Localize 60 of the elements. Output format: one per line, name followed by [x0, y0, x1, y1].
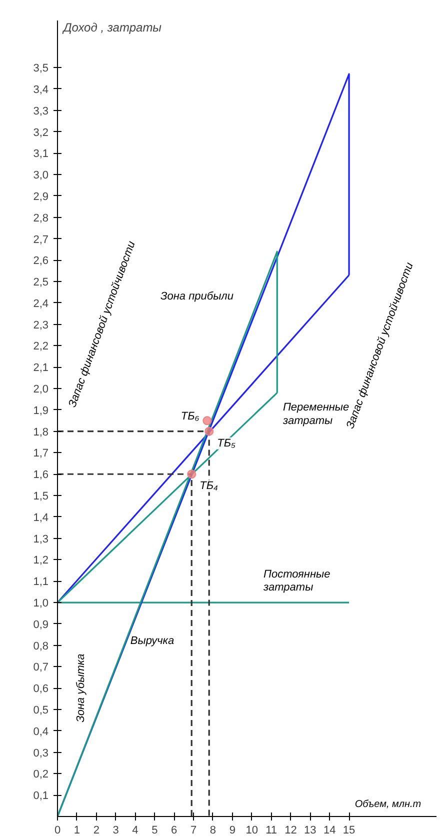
x-tick-label: 9: [229, 824, 236, 836]
y-tick-label: 2,0: [33, 384, 49, 396]
y-tick-label: 1,4: [33, 512, 49, 524]
x-tick-label: 13: [304, 824, 316, 836]
x-tick-label: 8: [210, 824, 216, 836]
y-tick-label: 0,7: [33, 662, 49, 674]
annotation: Зона прибыли: [160, 290, 234, 303]
y-tick-label: 1,6: [33, 469, 49, 482]
y-tick-label: 0,3: [33, 747, 49, 760]
y-tick-label: 2,5: [33, 276, 49, 289]
y-tick-label: 2,2: [33, 340, 49, 353]
y-tick-label: 1,3: [33, 533, 49, 546]
y-axis-title: Доход , затраты: [61, 20, 162, 34]
y-tick-label: 2,6: [33, 255, 49, 268]
y-tick-label: 3,4: [33, 84, 49, 96]
y-tick-label: 3,1: [33, 148, 49, 160]
x-tick-label: 12: [284, 824, 297, 836]
x-tick-label: 14: [323, 824, 336, 836]
y-tick-label: 1,8: [33, 426, 49, 438]
y-tick-label: 2,7: [33, 234, 49, 246]
annotation: Постоянные затраты: [262, 568, 330, 594]
x-tick-label: 5: [152, 824, 158, 836]
annotation: Зона убытка: [74, 654, 87, 722]
x-tick-label: 0: [54, 824, 61, 836]
y-tick-label: 2,9: [33, 190, 49, 203]
y-tick-label: 3,0: [33, 170, 49, 182]
x-tick-label: 7: [190, 824, 197, 836]
y-tick-label: 3,3: [33, 105, 49, 118]
x-tick-label: 2: [93, 824, 100, 836]
y-tick-label: 3,5: [33, 62, 49, 75]
y-tick-label: 0,9: [33, 618, 49, 631]
y-tick-label: 0,4: [33, 726, 49, 738]
y-tick-label: 1,7: [33, 448, 49, 460]
y-tick-label: 2,3: [33, 319, 49, 332]
x-tick-label: 3: [112, 824, 119, 836]
x-tick-label: 10: [246, 824, 258, 836]
series-label: ТБ₄: [200, 480, 218, 492]
y-tick-label: 0,2: [33, 768, 49, 781]
y-tick-label: 0,6: [33, 683, 49, 696]
y-tick-label: 2,8: [33, 212, 49, 224]
x-tick-label: 1: [74, 824, 80, 836]
x-tick-label: 4: [132, 824, 138, 836]
x-tick-label: 15: [342, 824, 356, 836]
y-tick-label: 1,2: [33, 554, 49, 567]
x-tick-label: 6: [171, 824, 178, 836]
annotation: Выручка: [130, 635, 174, 648]
y-tick-label: 0,1: [33, 790, 49, 802]
series-label: ТБ₅: [217, 437, 236, 450]
y-tick-label: 1,5: [33, 490, 49, 503]
y-tick-label: 0,8: [33, 640, 49, 652]
y-tick-label: 2,1: [33, 362, 49, 374]
x-axis-title: Объем, млн.т: [354, 799, 422, 810]
y-tick-label: 3,2: [33, 126, 49, 139]
y-tick-label: 0,5: [33, 704, 49, 717]
y-tick-label: 2,4: [33, 298, 49, 310]
y-tick-label: 1,0: [33, 598, 49, 610]
y-tick-label: 1,1: [33, 576, 49, 588]
x-tick-label: 11: [266, 824, 278, 836]
series-label: ТБ₆: [180, 410, 200, 423]
y-tick-label: 1,9: [33, 404, 49, 417]
